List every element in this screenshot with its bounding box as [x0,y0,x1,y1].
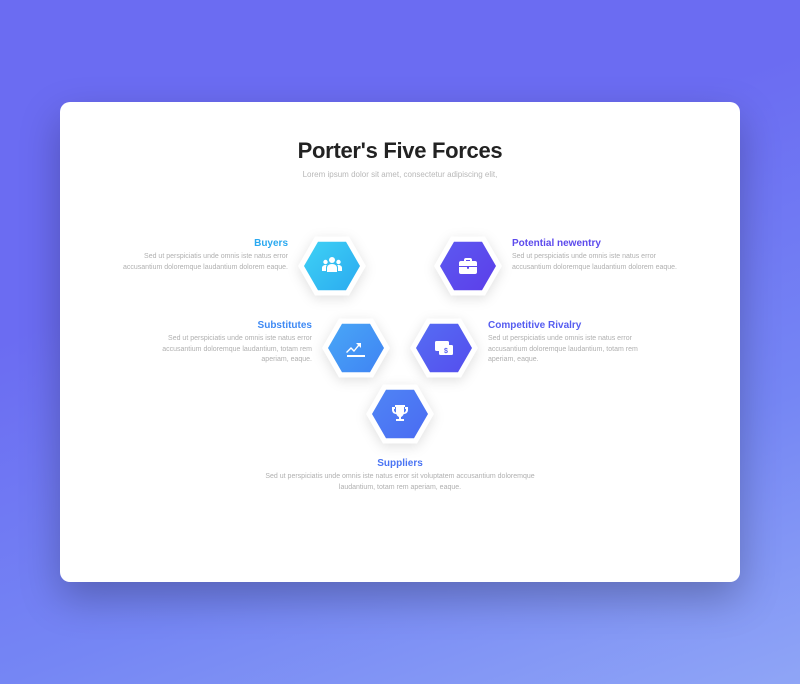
desc-newentry: Sed ut perspiciatis unde omnis iste natu… [512,252,687,273]
label-buyers: Buyers [113,238,288,249]
svg-text:$: $ [444,348,448,355]
hex-newentry [434,232,502,300]
text-rivalry: Competitive Rivalry Sed ut perspiciatis … [488,320,663,366]
people-icon [320,254,344,278]
text-buyers: Buyers Sed ut perspiciatis unde omnis is… [113,238,288,273]
hex-buyers [298,232,366,300]
desc-rivalry: Sed ut perspiciatis unde omnis iste natu… [488,334,663,366]
desc-substitutes: Sed ut perspiciatis unde omnis iste natu… [137,334,312,366]
label-suppliers: Suppliers [250,458,550,469]
slide-title: Porter's Five Forces [90,138,710,164]
hex-rivalry: $ [410,314,478,382]
cards-money-icon: $ [432,336,456,360]
forces-diagram: $ Buyers Sed ut perspiciatis unde omnis … [60,232,740,542]
label-newentry: Potential newentry [512,238,687,249]
trophy-icon [388,402,412,426]
text-suppliers: Suppliers Sed ut perspiciatis unde omnis… [250,458,550,493]
text-substitutes: Substitutes Sed ut perspiciatis unde omn… [137,320,312,366]
briefcase-icon [456,254,480,278]
desc-suppliers: Sed ut perspiciatis unde omnis iste natu… [250,472,550,493]
hex-suppliers [366,380,434,448]
text-newentry: Potential newentry Sed ut perspiciatis u… [512,238,687,273]
label-rivalry: Competitive Rivalry [488,320,663,331]
desc-buyers: Sed ut perspiciatis unde omnis iste natu… [113,252,288,273]
slide-subtitle: Lorem ipsum dolor sit amet, consectetur … [90,170,710,179]
chart-arrow-icon [344,336,368,360]
label-substitutes: Substitutes [137,320,312,331]
slide-card: Porter's Five Forces Lorem ipsum dolor s… [60,102,740,582]
hex-substitutes [322,314,390,382]
